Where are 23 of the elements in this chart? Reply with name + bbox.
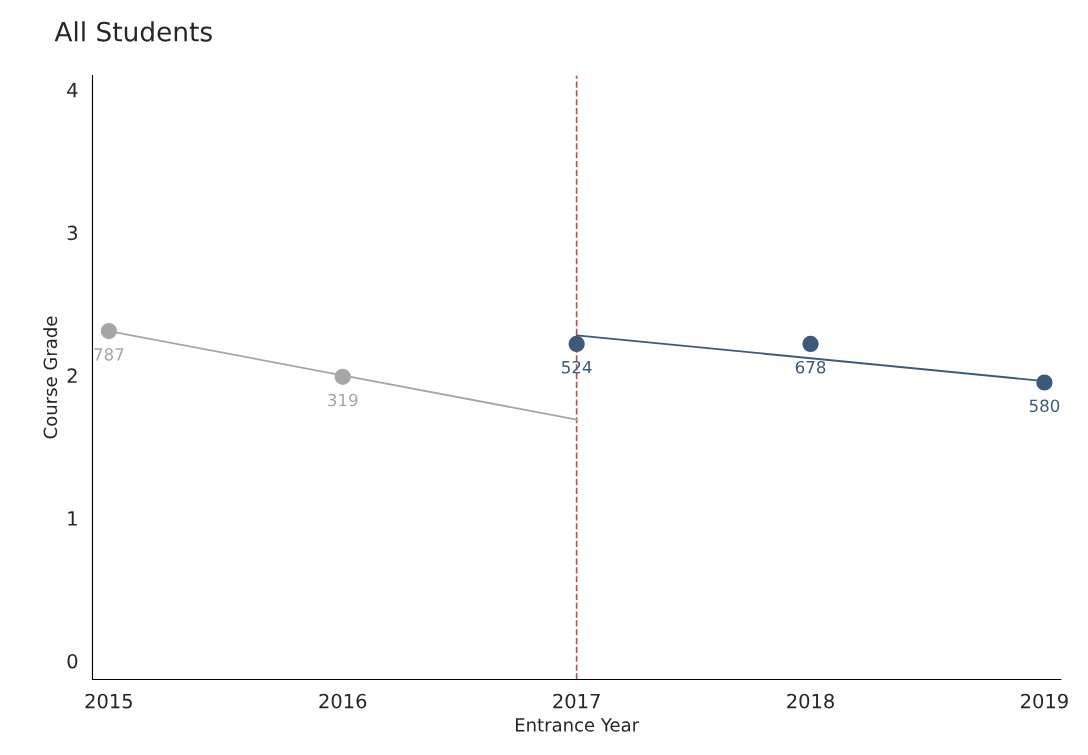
y-axis-title: Course Grade [43, 316, 58, 439]
point [334, 368, 351, 385]
x-tick-label: 2019 [1021, 693, 1068, 709]
x-tick-label: 2018 [787, 693, 834, 709]
y-tick-label: 1 [68, 511, 77, 526]
point [100, 322, 117, 340]
annotation: 580 [1029, 399, 1060, 413]
chart-title: All Students [54, 21, 212, 42]
annotation: 787 [94, 348, 124, 361]
y-tick-label: 0 [67, 653, 78, 669]
annotation: 524 [562, 360, 592, 374]
y-tick-label: 4 [67, 82, 78, 98]
y-tick-label: 3 [67, 225, 78, 241]
point [1036, 374, 1053, 391]
x-tick-label: 2015 [85, 693, 132, 709]
annotation: 319 [328, 393, 358, 407]
x-tick-label: 2016 [319, 693, 367, 709]
y-tick-label: 2 [67, 368, 77, 383]
x-axis-title: Entrance Year [515, 718, 640, 732]
x-tick-label: 2017 [553, 693, 600, 709]
annotation: 678 [795, 360, 826, 374]
point [568, 335, 585, 353]
point [802, 335, 819, 353]
